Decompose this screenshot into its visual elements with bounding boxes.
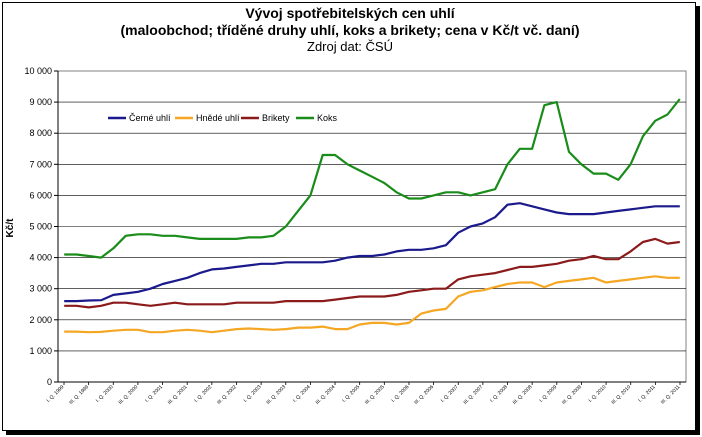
y-tick-label: 7 000 bbox=[29, 159, 52, 169]
x-tick-label: III. Q. 2004 bbox=[315, 384, 337, 406]
x-tick-label: III. Q. 1999 bbox=[68, 384, 90, 406]
y-axis-label: Kč/t bbox=[5, 218, 16, 238]
x-tick-label: I. Q. 2005 bbox=[341, 384, 361, 404]
legend-label-2: Brikety bbox=[262, 113, 290, 123]
x-tick-label: III. Q. 2006 bbox=[413, 384, 435, 406]
series-line-2 bbox=[64, 237, 680, 309]
x-tick-label: I. Q. 2011 bbox=[637, 384, 657, 404]
x-tick-label: I. Q. 2007 bbox=[440, 384, 460, 404]
x-axis-ticks: I. Q. 1999 III. Q. 1999 I. Q. 2000 III. Q. … bbox=[46, 382, 682, 406]
y-tick-label: 5 000 bbox=[29, 222, 52, 232]
y-tick-label: 4 000 bbox=[29, 253, 52, 263]
legend-label-0: Černé uhlí bbox=[129, 113, 171, 123]
x-tick-label: III. Q. 2003 bbox=[265, 384, 287, 406]
x-tick-label: I. Q. 2001 bbox=[144, 384, 164, 404]
y-tick-label: 6 000 bbox=[29, 190, 52, 200]
y-tick-label: 9 000 bbox=[29, 97, 52, 107]
x-tick-label: I. Q. 2004 bbox=[292, 384, 312, 404]
x-tick-label: I. Q. 1999 bbox=[46, 384, 66, 404]
series-line-3 bbox=[64, 98, 681, 259]
series-line-0 bbox=[64, 202, 680, 303]
chart-subtitle: Zdroj dat: ČSÚ bbox=[307, 39, 393, 54]
x-tick-label: III. Q. 2007 bbox=[463, 384, 485, 406]
x-tick-label: I. Q. 2009 bbox=[538, 384, 558, 404]
x-tick-label: III. Q. 2011 bbox=[660, 384, 682, 406]
y-tick-label: 3 000 bbox=[29, 284, 52, 294]
legend-label-1: Hnědé uhlí bbox=[196, 113, 240, 123]
y-tick-label: 1 000 bbox=[29, 346, 52, 356]
x-tick-label: III. Q. 2002 bbox=[216, 384, 238, 406]
x-tick-label: III. Q. 2010 bbox=[610, 384, 632, 406]
series-line-1 bbox=[64, 275, 680, 334]
series-lines bbox=[64, 98, 681, 334]
legend: Černé uhlí Hnědé uhlí Brikety Koks bbox=[104, 108, 344, 128]
y-tick-label: 0 bbox=[47, 377, 52, 387]
legend-box bbox=[104, 108, 344, 128]
x-tick-label: I. Q. 2002 bbox=[193, 384, 213, 404]
x-tick-label: III. Q. 2005 bbox=[364, 384, 386, 406]
grid-lines bbox=[58, 101, 686, 352]
legend-label-3: Koks bbox=[317, 113, 338, 123]
x-tick-label: III. Q. 2008 bbox=[512, 384, 534, 406]
y-tick-label: 2 000 bbox=[29, 315, 52, 325]
y-tick-label: 10 000 bbox=[24, 66, 52, 76]
x-tick-label: I. Q. 2003 bbox=[243, 384, 263, 404]
x-tick-label: I. Q. 2010 bbox=[588, 384, 608, 404]
x-tick-label: I. Q. 2000 bbox=[95, 384, 115, 404]
x-tick-label: III. Q. 2009 bbox=[561, 384, 583, 406]
x-tick-label: I. Q. 2006 bbox=[391, 384, 411, 404]
x-tick-label: III. Q. 2000 bbox=[118, 384, 140, 406]
chart-title-line1: Vývoj spotřebitelských cen uhlí bbox=[245, 5, 455, 21]
x-tick-label: I. Q. 2008 bbox=[489, 384, 509, 404]
chart-title-line2: (maloobchod; tříděné druhy uhlí, koks a … bbox=[121, 22, 580, 38]
x-tick-label: III. Q. 2001 bbox=[167, 384, 189, 406]
y-tick-label: 8 000 bbox=[29, 128, 52, 138]
chart-frame bbox=[2, 2, 696, 431]
